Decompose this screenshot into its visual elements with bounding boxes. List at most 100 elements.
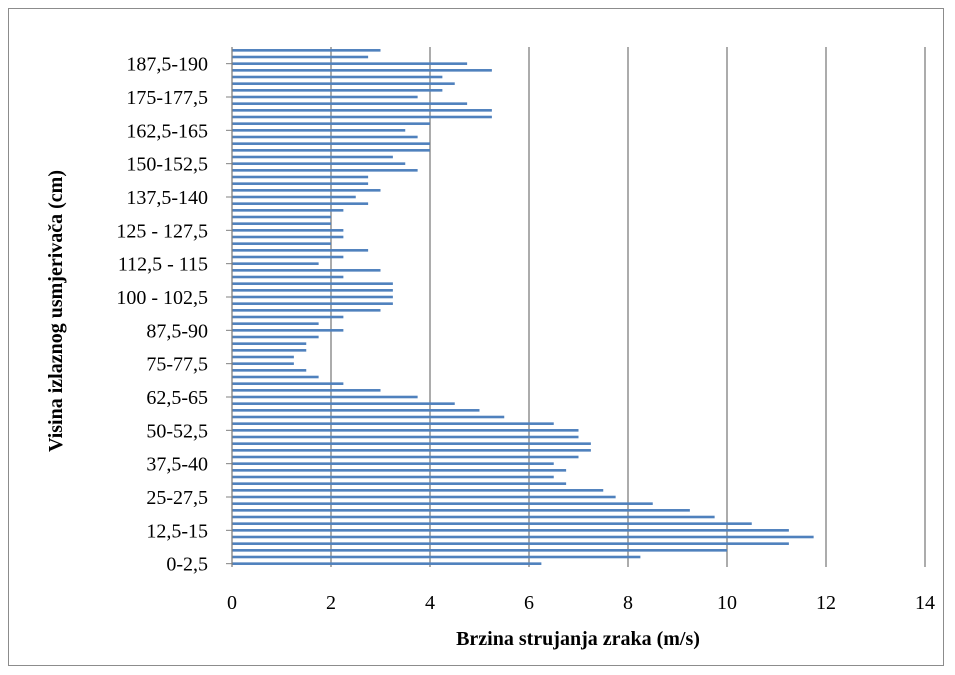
x-tick-label: 14 (915, 592, 935, 614)
bar-58 (232, 175, 369, 179)
y-tick-label: 150-152,5 (126, 154, 208, 176)
bar-6 (232, 522, 752, 525)
bar-37 (232, 315, 344, 319)
bar-45 (232, 262, 319, 265)
y-tick-label: 25-27,5 (146, 487, 208, 509)
bar-76 (232, 55, 369, 59)
x-axis-title: Brzina strujanja zraka (m/s) (456, 628, 700, 650)
bar-5 (232, 529, 789, 532)
y-tick-label: 162,5-165 (126, 120, 208, 142)
bar-74 (232, 69, 492, 72)
y-tick-label: 75-77,5 (146, 354, 208, 376)
bar-66 (232, 122, 430, 125)
bar-43 (232, 275, 344, 279)
y-tick-labels: 0-2,5 12,5-15 25-27,5 37,5-40 50-52,5 62,5-65… (116, 54, 208, 576)
bar-28 (232, 375, 319, 379)
y-tick-label: 112,5 - 115 (118, 254, 208, 276)
bar-46 (232, 255, 344, 259)
y-tick-label: 100 - 102,5 (116, 287, 208, 309)
bar-24 (232, 402, 455, 405)
bar-19 (232, 435, 579, 439)
y-tick-label: 187,5-190 (126, 54, 208, 76)
bar-30 (232, 362, 294, 365)
bar-67 (232, 115, 492, 119)
x-tick-labels: 0 2 4 6 8 10 12 14 (227, 592, 935, 614)
bar-2 (232, 549, 727, 552)
bar-34 (232, 335, 319, 339)
x-tick-label: 8 (623, 592, 633, 614)
bar-41 (232, 289, 393, 292)
bar-50 (232, 229, 344, 232)
bars (232, 49, 814, 565)
bar-77 (232, 49, 381, 52)
bar-61 (232, 155, 393, 159)
bar-11 (232, 489, 604, 492)
bar-27 (232, 382, 344, 385)
bar-55 (232, 195, 356, 199)
bar-40 (232, 295, 393, 299)
bar-39 (232, 302, 393, 305)
y-tick-label: 62,5-65 (146, 387, 208, 409)
bar-35 (232, 329, 344, 332)
axes (226, 47, 233, 567)
bar-72 (232, 82, 455, 85)
bar-73 (232, 75, 443, 79)
bar-53 (232, 209, 344, 212)
y-tick-label: 175-177,5 (126, 87, 208, 109)
bar-21 (232, 422, 554, 425)
gridlines (330, 47, 926, 567)
bar-49 (232, 235, 344, 239)
bar-68 (232, 109, 492, 112)
bar-65 (232, 129, 406, 132)
y-tick-label: 37,5-40 (146, 454, 208, 476)
bar-52 (232, 215, 331, 219)
bar-1 (232, 555, 641, 559)
bar-42 (232, 282, 393, 285)
bar-23 (232, 409, 480, 412)
bar-51 (232, 222, 331, 225)
x-tick-label: 12 (816, 592, 836, 614)
bar-18 (232, 442, 591, 445)
bar-44 (232, 269, 381, 272)
bar-36 (232, 322, 319, 325)
bar-0 (232, 562, 542, 565)
bar-47 (232, 249, 369, 252)
y-axis-title: Visina izlaznog usmjerivača (cm) (45, 170, 67, 452)
bar-70 (232, 95, 418, 99)
bar-25 (232, 395, 418, 399)
x-tick-label: 6 (524, 592, 534, 614)
bar-14 (232, 469, 567, 472)
y-tick-label: 125 - 127,5 (116, 220, 208, 242)
bar-10 (232, 495, 616, 499)
bar-13 (232, 475, 554, 479)
bar-8 (232, 509, 690, 512)
bar-33 (232, 342, 307, 345)
bar-26 (232, 389, 381, 392)
bar-75 (232, 62, 468, 65)
bar-48 (232, 242, 331, 245)
bar-69 (232, 102, 468, 105)
bar-38 (232, 309, 381, 312)
x-tick-label: 2 (326, 592, 336, 614)
bar-4 (232, 535, 814, 539)
bar-63 (232, 142, 430, 145)
bar-22 (232, 415, 505, 419)
x-tick-label: 0 (227, 592, 237, 614)
bar-60 (232, 162, 406, 165)
bar-54 (232, 202, 369, 205)
bar-32 (232, 349, 307, 352)
bar-56 (232, 189, 381, 192)
bar-57 (232, 182, 369, 185)
bar-3 (232, 542, 789, 545)
bar-62 (232, 149, 430, 152)
bar-12 (232, 482, 567, 485)
y-tick-label: 137,5-140 (126, 187, 208, 209)
bar-7 (232, 515, 715, 519)
x-tick-label: 4 (425, 592, 435, 614)
y-tick-label: 87,5-90 (146, 320, 208, 342)
bar-31 (232, 355, 294, 359)
y-tick-label: 50-52,5 (146, 420, 208, 442)
bar-20 (232, 429, 579, 432)
bar-59 (232, 169, 418, 172)
